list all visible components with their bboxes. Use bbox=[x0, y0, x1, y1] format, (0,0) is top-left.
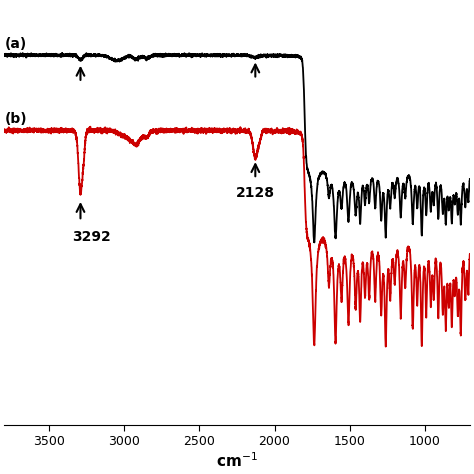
Text: 2128: 2128 bbox=[236, 186, 275, 200]
Text: 3292: 3292 bbox=[72, 230, 110, 244]
X-axis label: cm$^{-1}$: cm$^{-1}$ bbox=[216, 451, 258, 470]
Text: (b): (b) bbox=[5, 112, 27, 126]
Text: (a): (a) bbox=[5, 36, 27, 51]
